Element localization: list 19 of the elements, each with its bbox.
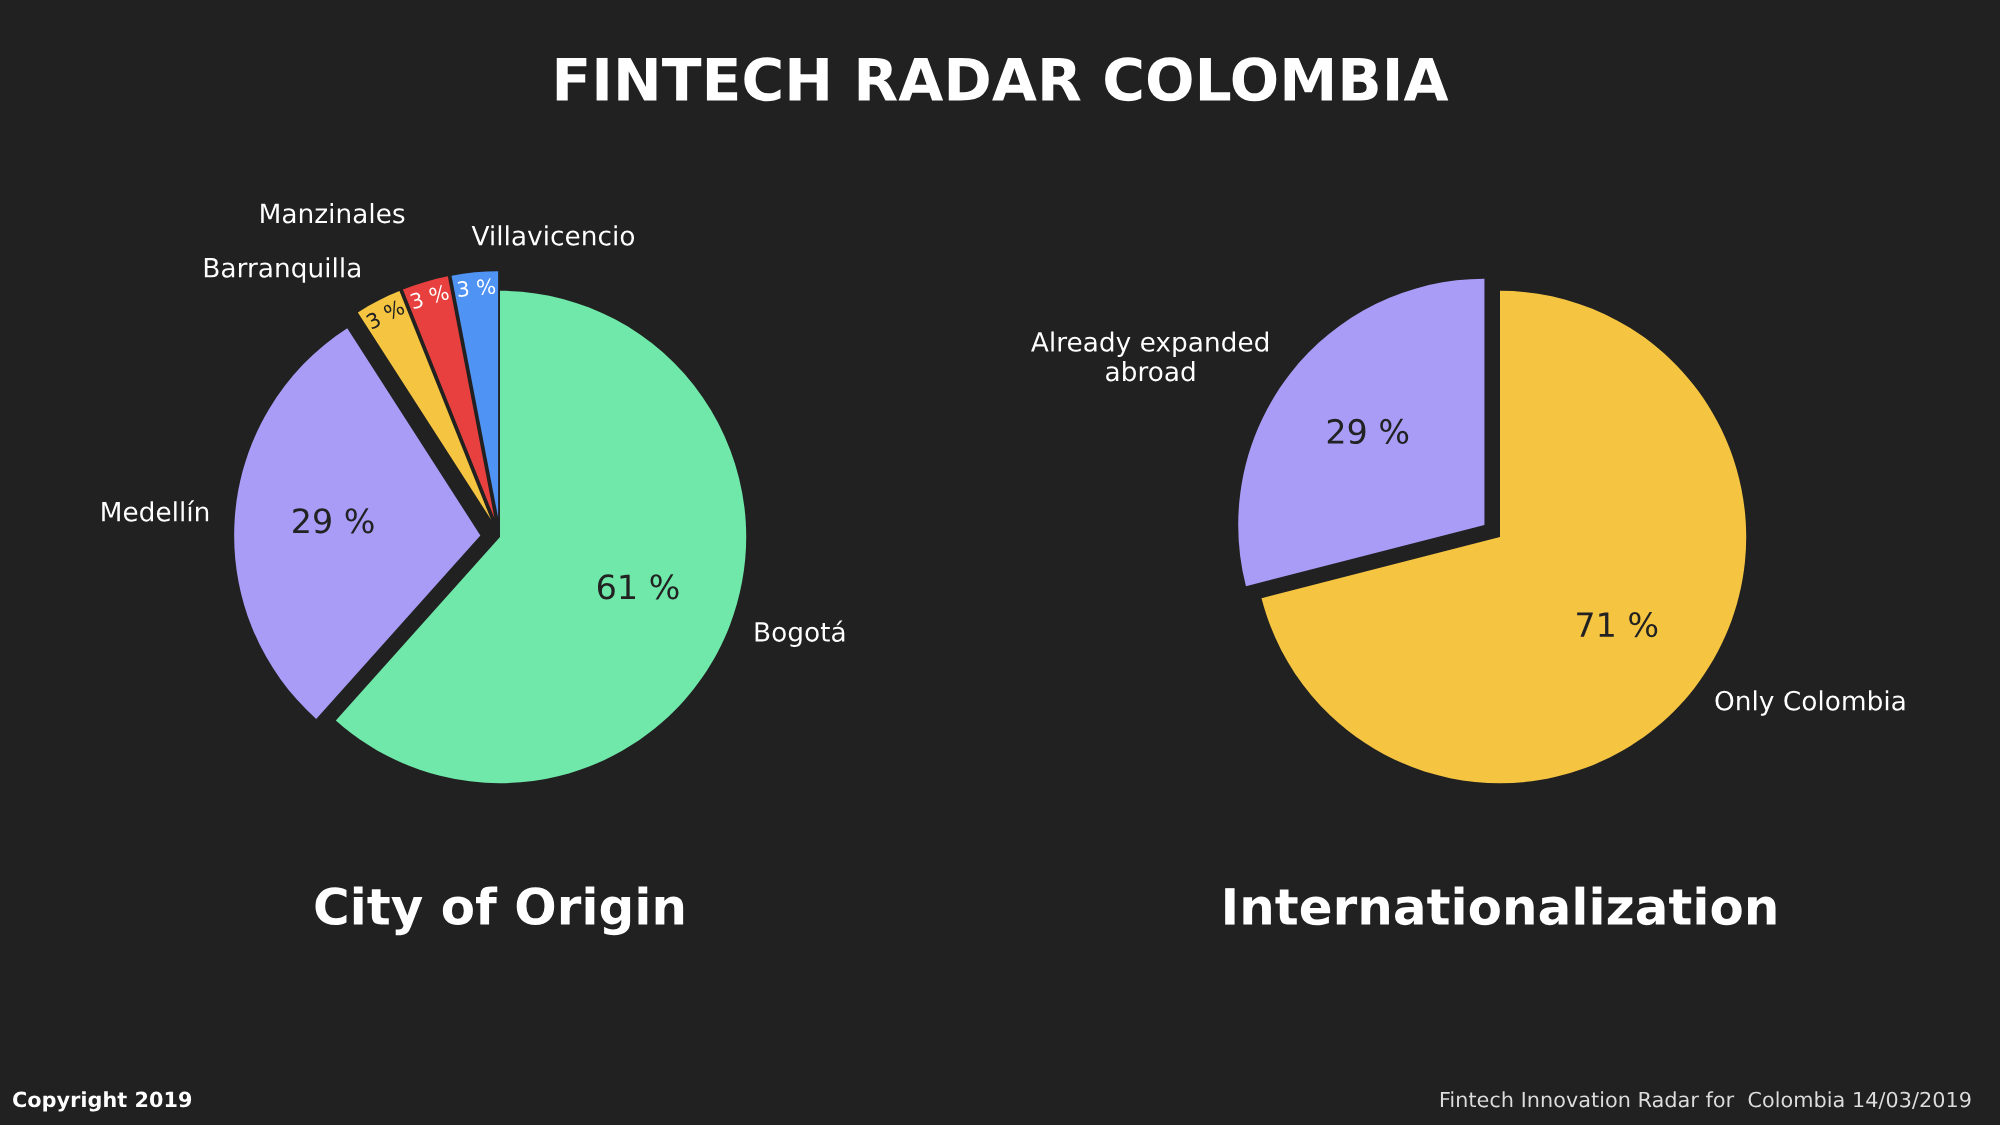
slice-label: Barranquilla <box>204 257 360 283</box>
data-label: 3 % <box>409 283 450 310</box>
data-label: 71 % <box>1577 612 1658 638</box>
text: City of Origin <box>315 886 684 936</box>
text: Internationalization <box>1225 886 1776 926</box>
text: Copyright 2019 <box>13 1091 192 1112</box>
slice-label: Medellín <box>102 500 209 522</box>
text: FINTECH RADAR COLOMBIA <box>556 57 1449 102</box>
slice-label: Villavicencio <box>471 225 635 246</box>
slice-label: Bogotá <box>755 620 845 647</box>
data-label: 3 % <box>365 298 406 330</box>
data-label: 29 % <box>293 508 374 534</box>
data-label: 3 % <box>457 278 496 298</box>
data-label: 61 % <box>597 574 679 600</box>
slice-label: Manzinales <box>261 202 405 224</box>
data-label: 29 % <box>1327 418 1409 445</box>
slice-label: Already expanded abroad <box>1031 331 1269 382</box>
text: Fintech Innovation Radar for Colombia 14/03/2019 <box>1440 1091 1971 1110</box>
slice-label: Only Colombia <box>1715 690 1905 716</box>
